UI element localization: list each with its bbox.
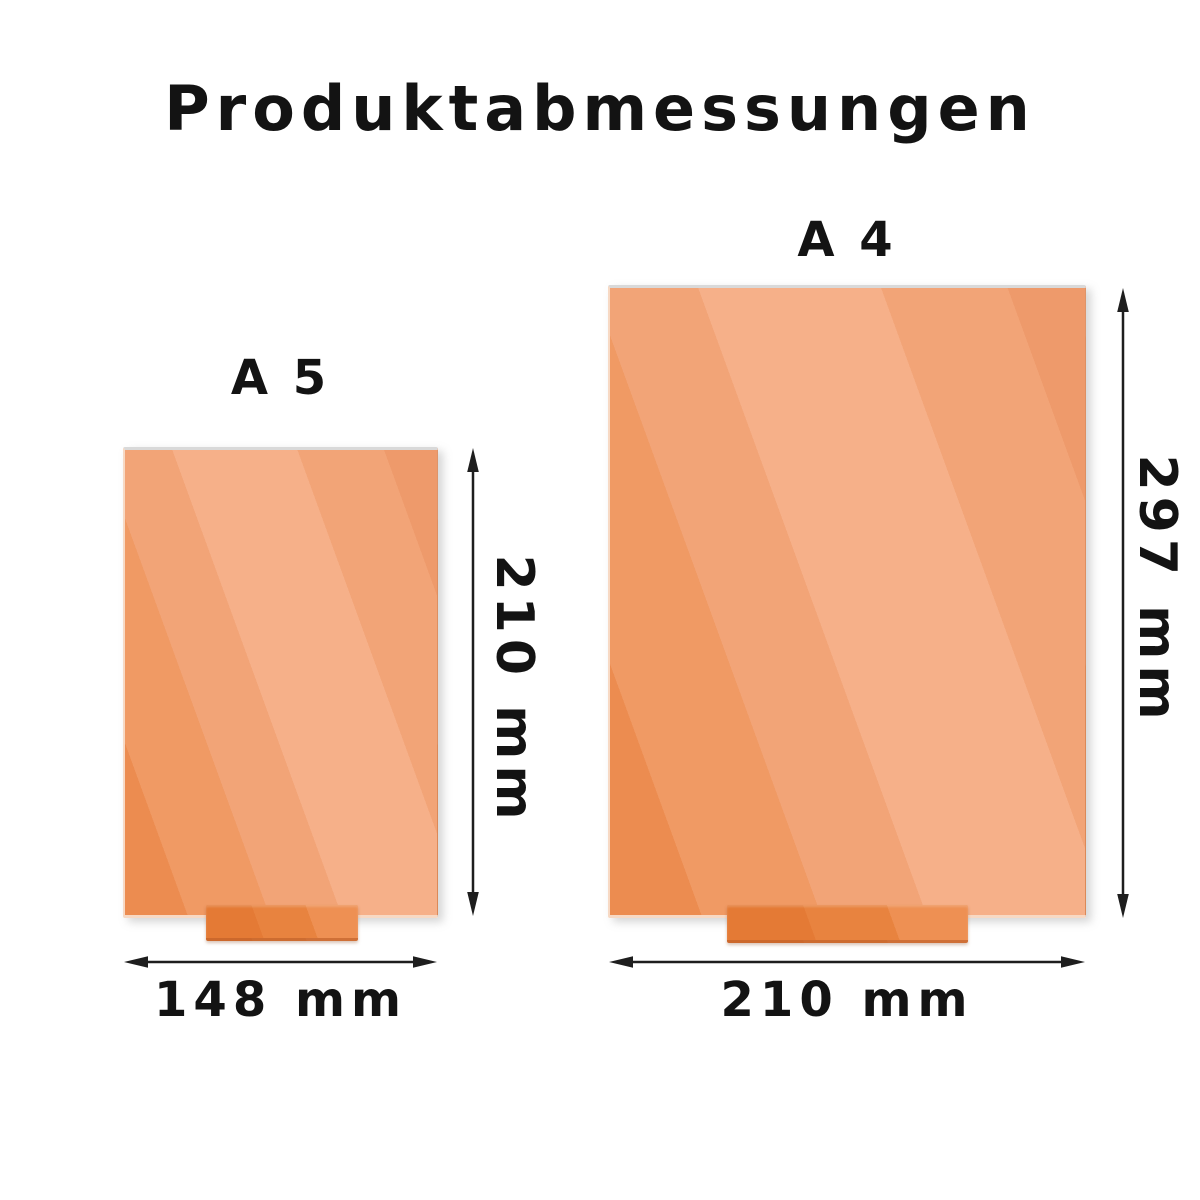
page-title: Produktabmessungen — [164, 72, 1036, 145]
a5-width-arrow-icon — [124, 956, 437, 968]
a5-size-label: A 5 — [230, 350, 331, 406]
a4-height-dimension-label: 297 mm — [1127, 454, 1187, 726]
a4-width-arrow-icon — [609, 956, 1085, 968]
a5-plate — [123, 447, 438, 918]
a4-size-label: A 4 — [797, 212, 897, 268]
a5-width-dimension-label: 148 mm — [154, 972, 407, 1028]
a5-height-arrow-icon — [467, 448, 479, 916]
a5-stand — [206, 905, 358, 941]
a4-stand — [727, 905, 968, 943]
a4-plate — [608, 285, 1086, 918]
a5-height-dimension-label: 210 mm — [484, 554, 544, 826]
a4-width-dimension-label: 210 mm — [720, 972, 974, 1028]
a4-height-arrow-icon — [1117, 288, 1129, 918]
